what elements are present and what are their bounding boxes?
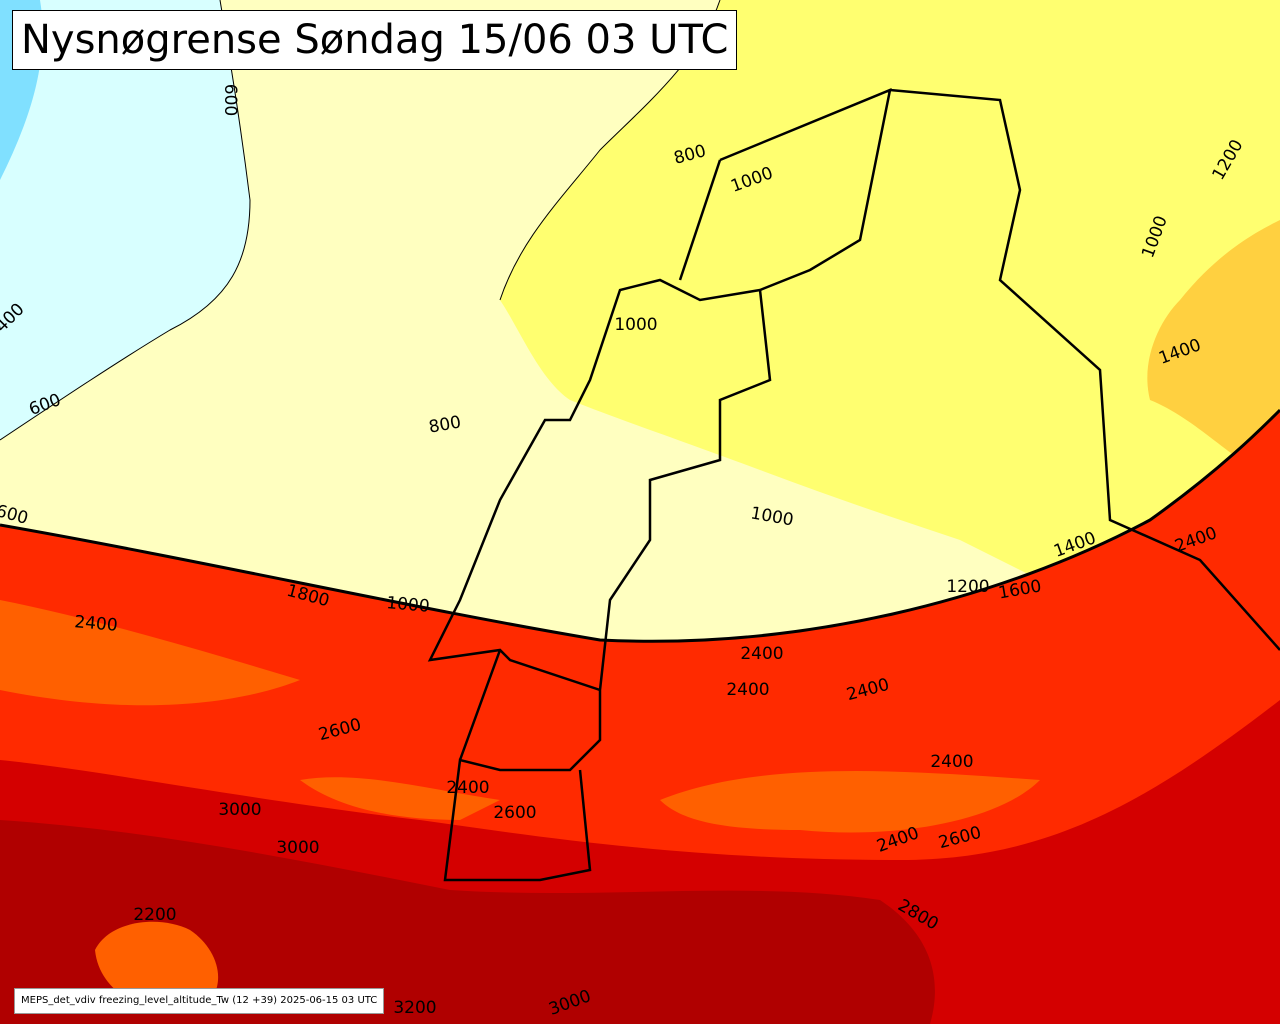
contour-bundle	[0, 408, 1280, 643]
region-darkest-red	[0, 820, 935, 1024]
contour-label: 2400	[74, 612, 119, 636]
contour-label: 2600	[493, 803, 536, 823]
contour-label: 2200	[133, 905, 176, 925]
region-orange-yellow	[1147, 220, 1280, 480]
footer-caption: MEPS_det_vdiv freezing_level_altitude_Tw…	[14, 988, 385, 1014]
contour-label: 2400	[930, 752, 973, 772]
map-title: Nysnøgrense Søndag 15/06 03 UTC	[12, 10, 738, 70]
contour-label: 600	[220, 84, 240, 116]
contour-label: 2400	[740, 644, 783, 664]
contour-label: 1000	[386, 593, 431, 617]
region-light-cyan	[0, 0, 250, 440]
contour-label: 1200	[946, 577, 989, 597]
contour-label: 3000	[218, 800, 261, 820]
contour-label: 3200	[393, 998, 436, 1018]
contour-label: 2400	[446, 778, 489, 798]
contour-label: 1000	[614, 315, 657, 335]
region-orange	[0, 600, 1040, 833]
border	[427, 87, 1280, 882]
contour-label: 2400	[726, 680, 769, 700]
contour-label: 3000	[276, 838, 319, 858]
